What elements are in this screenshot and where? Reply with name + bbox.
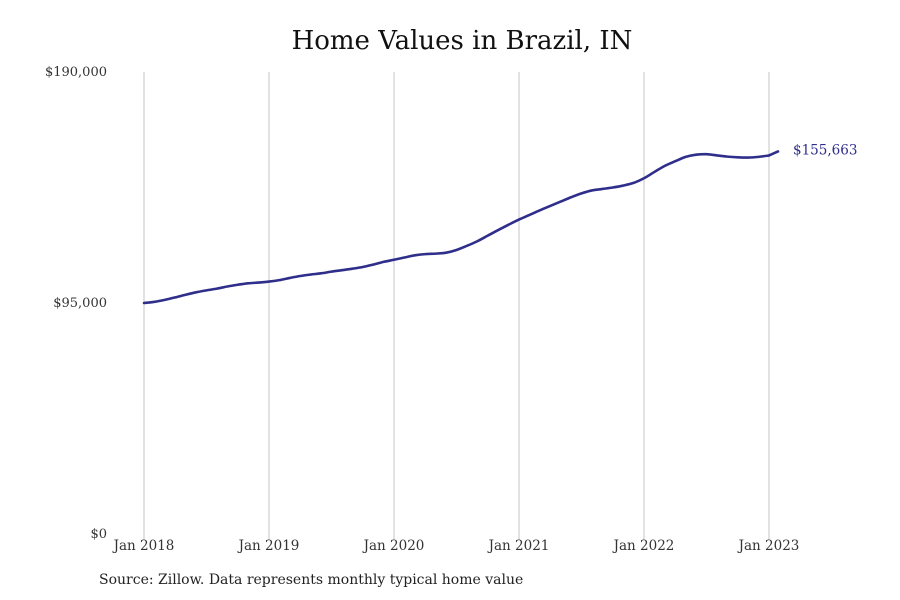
x-tick-label: Jan 2019 — [237, 538, 300, 554]
chart-title: Home Values in Brazil, IN — [291, 26, 633, 56]
series-layer: $155,663 — [142, 142, 857, 305]
y-tick-label: $0 — [90, 527, 107, 542]
x-tick-label: Jan 2020 — [362, 538, 425, 554]
x-axis-labels: Jan 2018 Jan 2019 Jan 2020 Jan 2021 Jan 2022… — [112, 538, 800, 554]
y-tick-label: $190,000 — [45, 65, 107, 80]
x-tick-label: Jan 2022 — [612, 538, 675, 554]
y-tick-label: $95,000 — [53, 296, 107, 311]
x-tick-label: Jan 2021 — [487, 538, 550, 554]
source-note: Source: Zillow. Data represents monthly … — [99, 572, 524, 588]
y-axis-labels: $0 $95,000 $190,000 — [45, 65, 107, 542]
home-value-line — [142, 152, 771, 305]
x-tick-label: Jan 2023 — [737, 538, 800, 554]
line-end-segment — [767, 150, 780, 157]
grid-lines — [143, 72, 770, 540]
end-value-label: $155,663 — [793, 142, 857, 158]
x-tick-label: Jan 2018 — [112, 538, 175, 554]
